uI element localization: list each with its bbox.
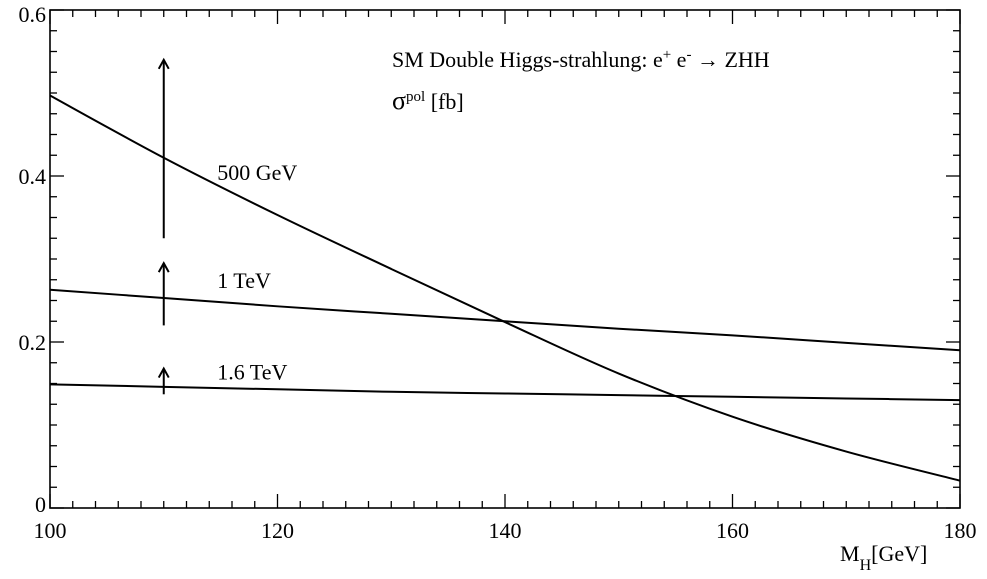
x-axis-label: MH[GeV] (840, 541, 927, 574)
ticks (49, 9, 961, 509)
x-tick-label: 180 (944, 518, 977, 543)
series-label: 500 GeV (217, 160, 297, 185)
y-tick-label: 0 (35, 492, 46, 517)
y-tick-label: 0.6 (19, 2, 47, 27)
curve-labels: 500 GeV 1 TeV 1.6 TeV (217, 160, 297, 384)
series-label: 1.6 TeV (217, 359, 287, 384)
series-line (49, 288, 961, 352)
plot-frame (49, 9, 961, 509)
arrow-head (157, 261, 170, 273)
series-line (49, 383, 961, 402)
y-tick-label: 0.2 (19, 330, 47, 355)
series-label: 1 TeV (217, 268, 271, 293)
arrow-head (157, 57, 170, 70)
series-line (49, 94, 961, 482)
curves (49, 94, 961, 482)
x-tick-label: 140 (489, 518, 522, 543)
arrow-head (157, 366, 170, 379)
arrows (157, 57, 170, 395)
y-tick-label: 0.4 (19, 164, 47, 189)
chart-subtitle: σpol [fb] (392, 86, 464, 115)
chart-title: SM Double Higgs-strahlung: e+ e- → ZHH (392, 47, 770, 72)
x-tick-label: 120 (261, 518, 294, 543)
x-tick-label: 100 (34, 518, 67, 543)
x-tick-label: 160 (716, 518, 749, 543)
tick-labels: 100 120 140 160 180 0 0.2 0.4 0.6 (19, 2, 977, 543)
